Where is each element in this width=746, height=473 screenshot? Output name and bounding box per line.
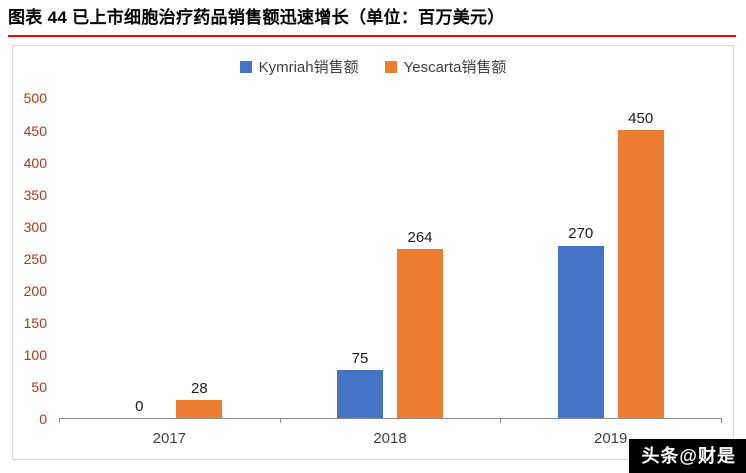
bar-value-label: 270 [568, 225, 594, 243]
legend-item-yescarta: Yescarta销售额 [384, 56, 507, 77]
bar-wrap: 450 [617, 98, 664, 419]
y-tick-label: 200 [23, 283, 47, 299]
bar [176, 400, 223, 419]
bar-wrap: 270 [557, 98, 604, 419]
bar-wrap: 0 [116, 98, 162, 418]
y-tick-label: 50 [31, 379, 47, 396]
y-tick-label: 300 [23, 218, 47, 235]
plot-area: 0 28 75 264 270 450 [59, 98, 722, 424]
bar-value-label: 28 [190, 379, 208, 397]
bar-wrap: 28 [176, 98, 223, 419]
bar-value-label: 264 [407, 228, 433, 246]
bar [397, 249, 443, 419]
x-axis-tick [500, 418, 502, 424]
bar-value-label: 0 [135, 397, 144, 415]
legend-swatch-kymriah [239, 60, 252, 73]
x-axis-tick [279, 418, 281, 424]
bar-value-label: 450 [628, 109, 654, 127]
bar-group: 270 450 [500, 98, 721, 419]
y-tick-label: 500 [23, 90, 47, 107]
bar-value-label: 75 [351, 349, 369, 367]
x-axis-label: 2017 [152, 430, 187, 448]
y-tick-label: 350 [23, 186, 47, 203]
x-axis-label: 2019 [593, 430, 628, 448]
bar-group: 75 264 [280, 98, 501, 419]
legend: Kymriah销售额 Yescarta销售额 [13, 56, 733, 77]
title-divider [8, 35, 736, 38]
x-axis-tick [721, 418, 722, 424]
y-tick-label: 450 [23, 122, 47, 139]
x-axis-tick [59, 418, 60, 424]
bar-wrap: 264 [397, 98, 443, 419]
y-axis: 0 50 100 150 200 250 300 350 400 450 500 [13, 91, 53, 426]
chart: Kymriah销售额 Yescarta销售额 0 50 100 150 200 250 30… [12, 45, 734, 461]
y-tick-label: 100 [23, 347, 47, 364]
watermark: 头条@财是 [629, 439, 746, 473]
y-tick-label: 400 [23, 154, 47, 171]
legend-swatch-yescarta [384, 60, 397, 73]
bar [617, 130, 664, 419]
page-title: 图表 44 已上市细胞治疗药品销售额迅速增长（单位：百万美元） [8, 8, 505, 27]
bar [557, 245, 604, 419]
legend-label-yescarta: Yescarta销售额 [403, 59, 507, 77]
legend-item-kymriah: Kymriah销售额 [239, 56, 359, 77]
bar-wrap: 75 [337, 98, 383, 419]
y-tick-label: 150 [23, 315, 47, 332]
x-axis-label: 2018 [373, 430, 407, 448]
bar [337, 370, 383, 419]
y-tick-label: 250 [23, 250, 47, 267]
legend-label-kymriah: Kymriah销售额 [258, 59, 359, 77]
x-axis-labels: 2017 2018 2019 [59, 430, 721, 447]
bar-group: 0 28 [59, 98, 280, 419]
header: 图表 44 已上市细胞治疗药品销售额迅速增长（单位：百万美元） [0, 0, 746, 38]
y-tick-label: 0 [39, 411, 47, 428]
